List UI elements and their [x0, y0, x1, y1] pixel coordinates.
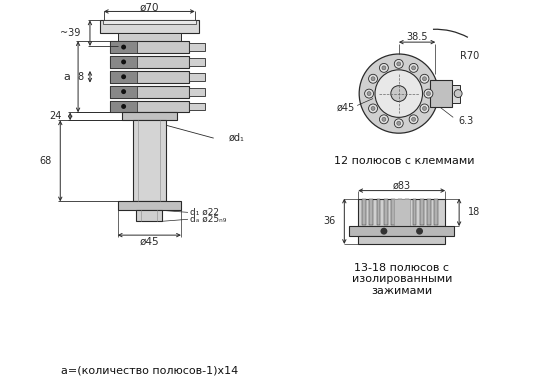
Bar	[412, 200, 416, 225]
Bar	[189, 103, 205, 110]
Bar	[349, 226, 454, 236]
Bar	[118, 201, 181, 210]
Bar	[362, 200, 366, 225]
Circle shape	[121, 104, 126, 109]
Circle shape	[397, 121, 401, 125]
Circle shape	[409, 64, 418, 72]
Bar	[103, 20, 196, 24]
Text: a=(количество полюсов-1)x14: a=(количество полюсов-1)x14	[61, 366, 238, 376]
Circle shape	[359, 54, 439, 133]
Text: 12 полюсов с клеммами: 12 полюсов с клеммами	[334, 156, 475, 166]
Circle shape	[409, 115, 418, 124]
Text: ø45: ø45	[140, 237, 159, 247]
Bar	[430, 80, 452, 108]
Bar	[358, 236, 445, 244]
Bar	[118, 33, 181, 41]
Circle shape	[379, 64, 388, 72]
Bar	[132, 120, 166, 201]
Text: a: a	[63, 72, 70, 82]
Circle shape	[381, 228, 387, 235]
Bar	[420, 200, 424, 225]
Text: ø45: ø45	[337, 102, 355, 113]
Text: dₐ ø25ₙ₉: dₐ ø25ₙ₉	[190, 215, 227, 224]
Circle shape	[422, 106, 426, 110]
Text: d₁ ø22: d₁ ø22	[190, 208, 219, 217]
Bar	[110, 100, 189, 112]
Circle shape	[424, 89, 433, 98]
Bar	[122, 112, 177, 120]
Bar	[137, 210, 162, 221]
Bar	[427, 200, 431, 225]
Bar	[398, 200, 402, 225]
Circle shape	[121, 44, 126, 49]
Circle shape	[397, 62, 401, 66]
Circle shape	[422, 77, 426, 81]
Circle shape	[121, 59, 126, 64]
Circle shape	[412, 117, 416, 121]
Bar	[110, 71, 137, 83]
Circle shape	[382, 66, 386, 70]
Circle shape	[369, 104, 378, 113]
Circle shape	[382, 117, 386, 121]
Text: 38.5: 38.5	[406, 32, 428, 42]
Bar	[110, 41, 137, 53]
Circle shape	[416, 228, 423, 235]
Bar	[377, 200, 381, 225]
Text: 6.3: 6.3	[458, 116, 473, 126]
Text: 18: 18	[468, 207, 480, 218]
Circle shape	[454, 90, 462, 98]
Circle shape	[420, 74, 429, 83]
Circle shape	[395, 119, 403, 128]
Circle shape	[426, 92, 430, 96]
Bar	[358, 198, 445, 226]
Circle shape	[379, 115, 388, 124]
Text: ø83: ø83	[393, 181, 411, 191]
Circle shape	[375, 70, 422, 117]
Bar	[189, 43, 205, 51]
Circle shape	[412, 66, 416, 70]
Text: 13-18 полюсов с
изолированными
зажимами: 13-18 полюсов с изолированными зажимами	[352, 263, 452, 296]
Circle shape	[121, 89, 126, 94]
Circle shape	[420, 104, 429, 113]
Bar	[110, 86, 189, 98]
Circle shape	[121, 74, 126, 79]
Circle shape	[371, 77, 375, 81]
Bar	[369, 200, 373, 225]
Text: ~39: ~39	[60, 28, 80, 38]
Bar	[384, 200, 388, 225]
Circle shape	[371, 106, 375, 110]
Text: 24: 24	[49, 111, 61, 121]
Text: 36: 36	[323, 216, 335, 226]
Text: ød₁: ød₁	[229, 133, 244, 143]
Bar	[189, 88, 205, 96]
Text: R70: R70	[460, 51, 479, 61]
Bar	[110, 56, 189, 68]
Bar	[110, 71, 189, 83]
Circle shape	[364, 89, 373, 98]
Bar	[452, 85, 460, 103]
Bar	[110, 41, 189, 53]
Text: ø70: ø70	[140, 2, 159, 13]
Circle shape	[369, 74, 378, 83]
Bar	[110, 100, 137, 112]
Circle shape	[395, 59, 403, 68]
Circle shape	[391, 86, 407, 101]
Bar	[110, 56, 137, 68]
Bar	[189, 58, 205, 66]
Bar	[405, 200, 409, 225]
Bar	[434, 200, 438, 225]
Text: 8: 8	[77, 72, 83, 82]
Text: 68: 68	[39, 156, 51, 166]
Bar	[394, 198, 410, 226]
Bar	[391, 200, 395, 225]
Bar	[189, 73, 205, 81]
Bar	[110, 86, 137, 98]
Circle shape	[367, 92, 371, 96]
Bar	[100, 20, 199, 33]
